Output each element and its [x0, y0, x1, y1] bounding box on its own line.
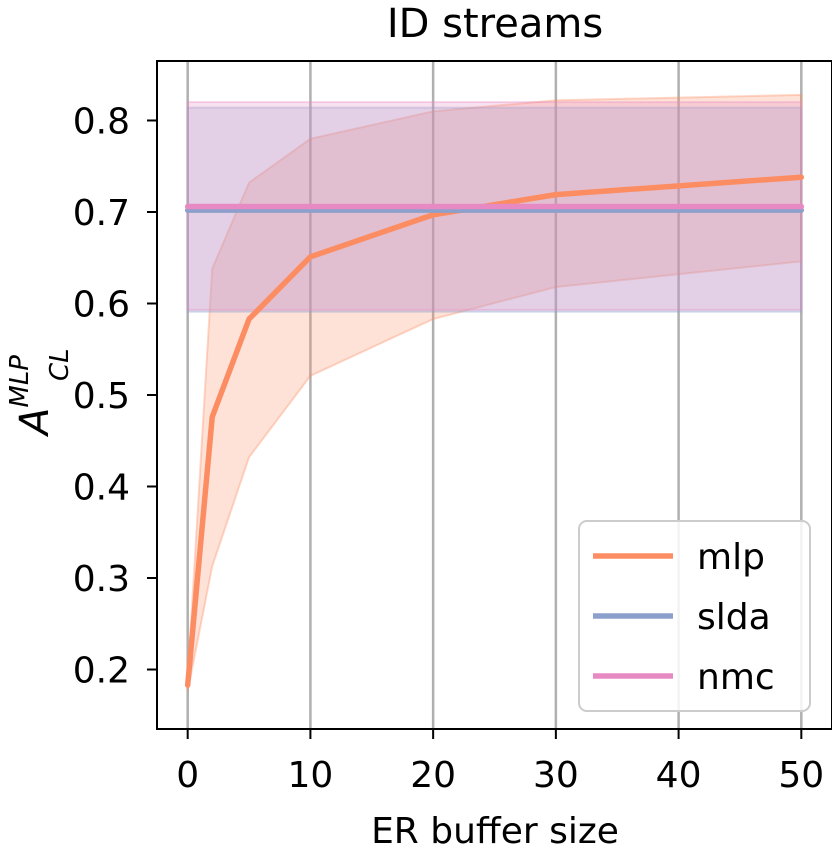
y-axis-label: AMLP CL	[5, 348, 75, 438]
axis-ticks: 0 10 20 30 40 50 0.2 0.3 0.4 0.5 0.6 0.7 0.8	[73, 101, 824, 796]
series-lines	[184, 174, 805, 688]
x-tick-label-40: 40	[656, 755, 702, 796]
x-tick-label-0: 0	[176, 755, 199, 796]
y-tick-label-0.4: 0.4	[73, 468, 130, 509]
x-tick-label-10: 10	[288, 755, 334, 796]
y-tick-label-0.8: 0.8	[73, 101, 130, 142]
x-axis-label: ER buffer size	[371, 811, 619, 852]
legend: mlp slda nmc	[578, 520, 811, 712]
y-tick-label-0.5: 0.5	[73, 376, 130, 417]
line-mlp	[184, 174, 805, 688]
legend-label-slda: slda	[697, 597, 771, 638]
y-axis-label-subscript: CL	[45, 348, 75, 381]
y-tick-label-0.6: 0.6	[73, 284, 130, 325]
legend-label-mlp: mlp	[697, 537, 765, 578]
svg-text:AMLP: AMLP	[5, 355, 58, 438]
legend-label-nmc: nmc	[697, 657, 775, 698]
x-tick-label-30: 30	[533, 755, 579, 796]
chart-title: ID streams	[387, 1, 603, 47]
y-axis-label-superscript: MLP	[5, 355, 35, 408]
y-tick-label-0.3: 0.3	[73, 559, 130, 600]
legend-box	[578, 520, 811, 712]
y-tick-label-0.7: 0.7	[73, 193, 130, 234]
x-tick-label-50: 50	[778, 755, 824, 796]
y-tick-label-0.2: 0.2	[73, 651, 130, 692]
y-axis-label-main: A	[12, 408, 58, 438]
x-tick-label-20: 20	[410, 755, 456, 796]
